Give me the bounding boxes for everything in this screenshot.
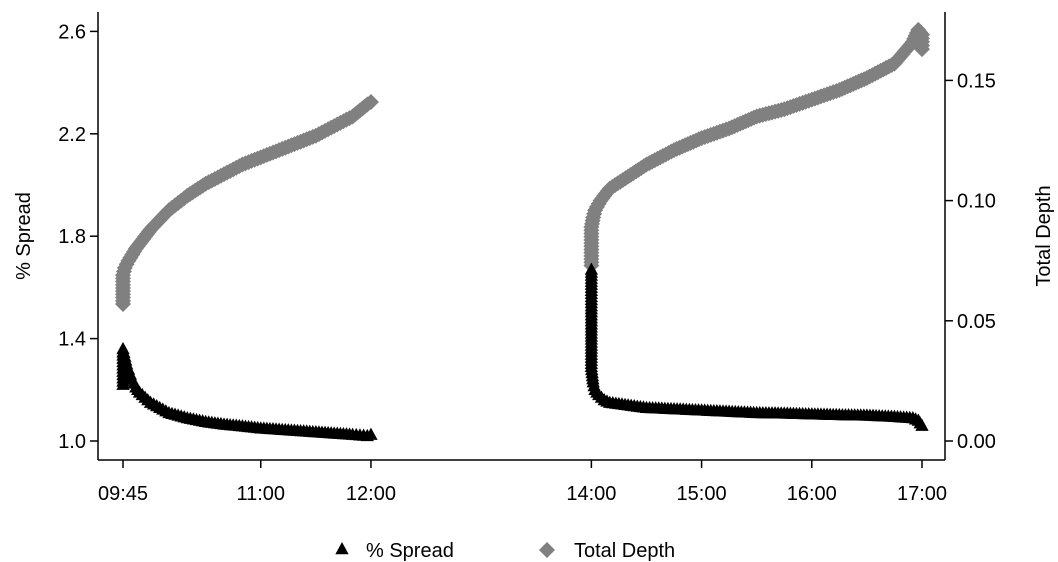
legend-triangle-marker — [335, 542, 349, 555]
legend-diamond-marker — [539, 542, 555, 558]
axes-layer: 1.0 1.4 1.8 2.2 2.6 0.00 0.05 0.10 0.15 09:45 11:0… — [58, 12, 996, 505]
data-point-spread — [364, 427, 378, 440]
y-right-axis-title: Total Depth — [1033, 185, 1055, 286]
y-right-tick-label: 0.00 — [957, 431, 996, 453]
y-left-tick-label: 2.2 — [58, 124, 86, 146]
y-right-tick-label: 0.10 — [957, 191, 996, 213]
y-right-tick-label: 0.15 — [957, 70, 996, 92]
x-tick-label: 11:00 — [236, 483, 285, 505]
y-left-tick-label: 1.4 — [58, 329, 86, 351]
legend-label-depth: Total Depth — [574, 540, 675, 562]
x-tick-label: 14:00 — [566, 483, 616, 505]
series-spread — [116, 262, 929, 442]
y-left-tick-label: 2.6 — [58, 21, 86, 43]
x-tick-label: 12:00 — [346, 483, 396, 505]
legend: % Spread Total Depth — [335, 540, 675, 562]
data-point-spread — [915, 418, 929, 431]
legend-label-spread: % Spread — [366, 540, 454, 562]
x-tick-label: 16:00 — [787, 483, 837, 505]
data-point-total-depth — [914, 41, 930, 58]
x-tick-label: 09:45 — [98, 483, 148, 505]
x-tick-label: 15:00 — [677, 483, 727, 505]
y-left-tick-label: 1.0 — [58, 431, 86, 453]
y-left-tick-label: 1.8 — [58, 226, 86, 248]
data-point-total-depth — [362, 94, 379, 111]
y-left-axis-title: % Spread — [13, 192, 35, 280]
x-tick-label: 17:00 — [897, 483, 947, 505]
y-right-tick-label: 0.05 — [957, 311, 996, 333]
series-total-depth — [115, 21, 930, 312]
series-layer — [115, 21, 930, 442]
